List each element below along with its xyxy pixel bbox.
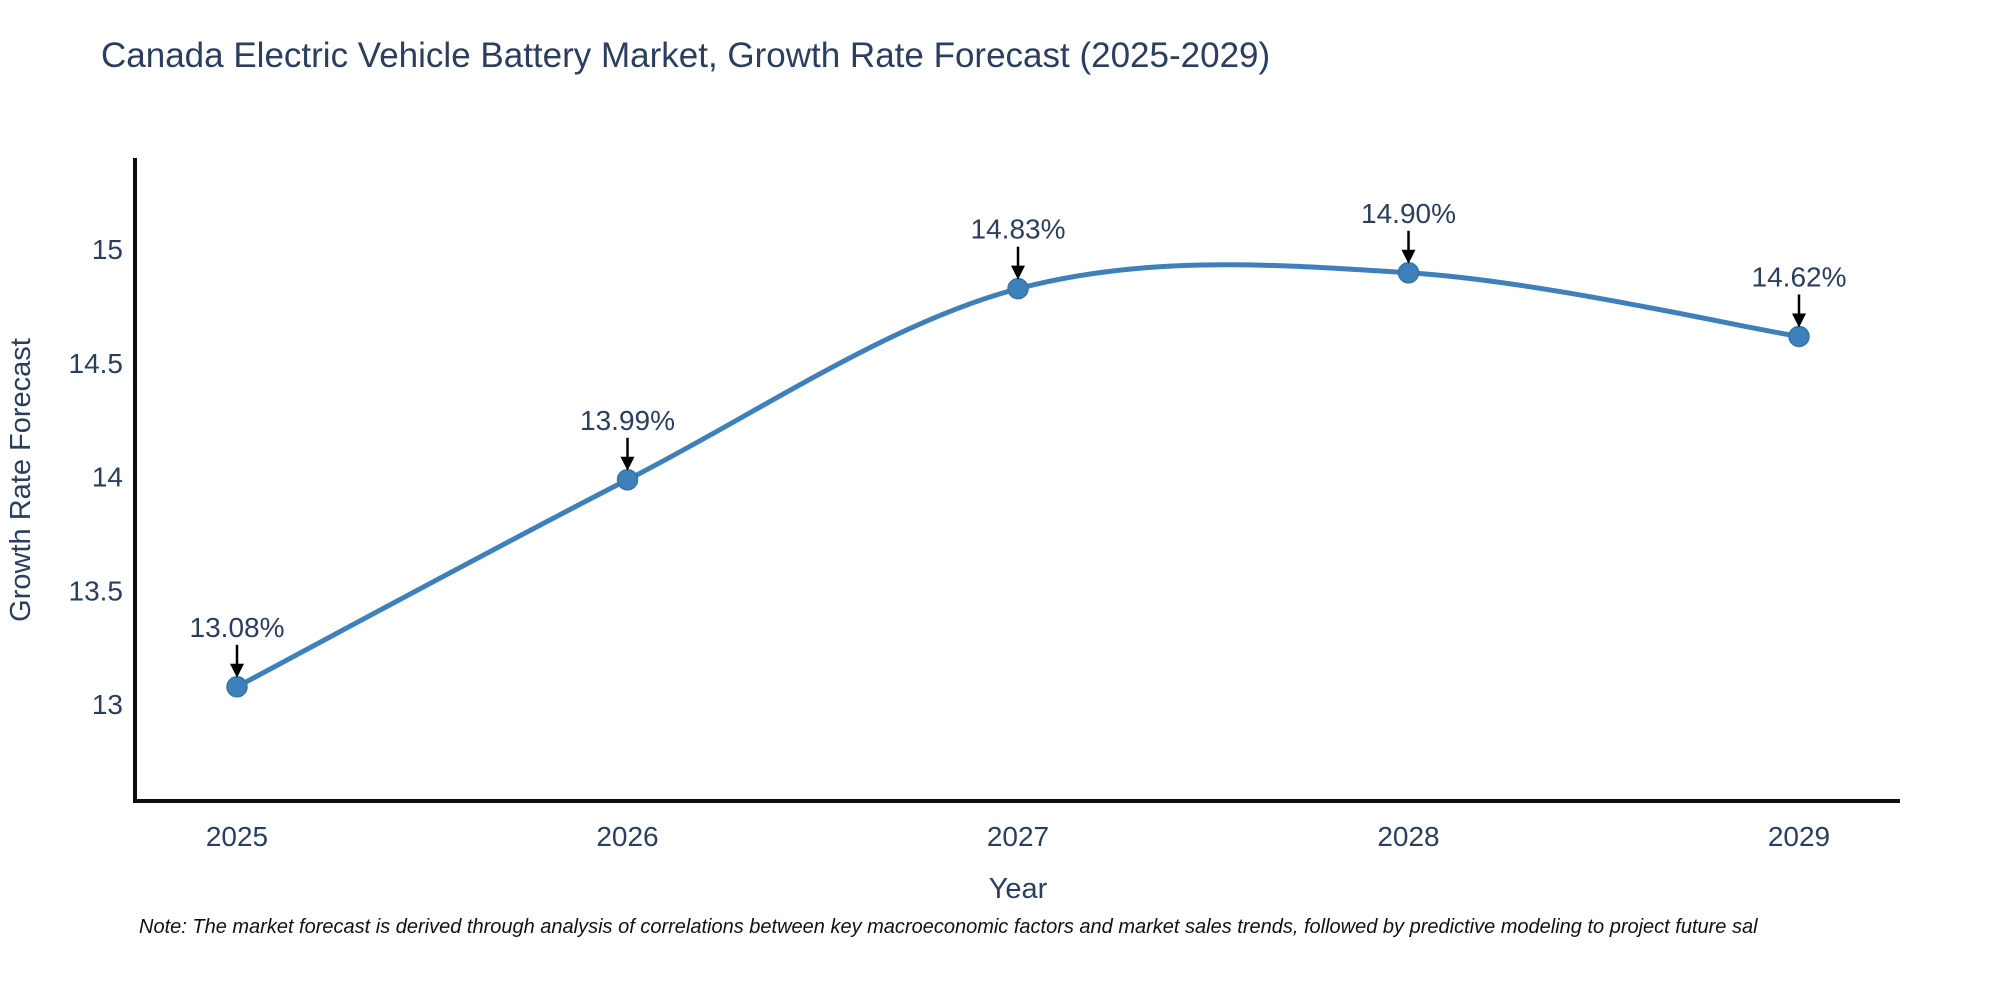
annotation-arrowhead bbox=[620, 456, 635, 471]
data-point-marker bbox=[1397, 262, 1420, 284]
footnote: Note: The market forecast is derived thr… bbox=[139, 916, 1758, 938]
y-tick-label: 14.5 bbox=[69, 348, 124, 379]
x-tick-label: 2026 bbox=[596, 821, 658, 852]
data-point-marker bbox=[1007, 277, 1029, 300]
y-tick-label: 13.5 bbox=[69, 575, 124, 606]
y-tick-label: 14 bbox=[92, 462, 123, 493]
data-point-marker bbox=[616, 469, 639, 491]
chart-title: Canada Electric Vehicle Battery Market, … bbox=[101, 36, 1271, 75]
forecast-line bbox=[234, 262, 1802, 690]
data-point-label: 14.90% bbox=[1361, 198, 1456, 229]
x-axis-title: Year bbox=[989, 873, 1048, 905]
y-tick-label: 13 bbox=[92, 689, 123, 720]
x-tick-label: 2029 bbox=[1768, 821, 1830, 852]
annotation-arrowhead bbox=[1792, 313, 1806, 328]
x-tick-label: 2027 bbox=[987, 821, 1049, 852]
data-point-marker bbox=[226, 676, 248, 698]
x-tick-label: 2025 bbox=[206, 821, 268, 852]
y-tick-label: 15 bbox=[92, 234, 123, 265]
annotation-arrowhead bbox=[1401, 249, 1416, 264]
x-tick-label: 2028 bbox=[1377, 821, 1439, 852]
data-point-marker bbox=[1788, 325, 1810, 348]
data-point-label: 13.99% bbox=[580, 405, 675, 436]
annotation-arrowhead bbox=[230, 663, 244, 678]
annotation-arrowhead bbox=[1011, 265, 1025, 280]
data-point-label: 13.08% bbox=[190, 612, 285, 643]
data-point-label: 14.62% bbox=[1752, 261, 1847, 292]
data-point-label: 14.83% bbox=[971, 214, 1066, 245]
y-axis-title: Growth Rate Forecast bbox=[5, 338, 37, 622]
